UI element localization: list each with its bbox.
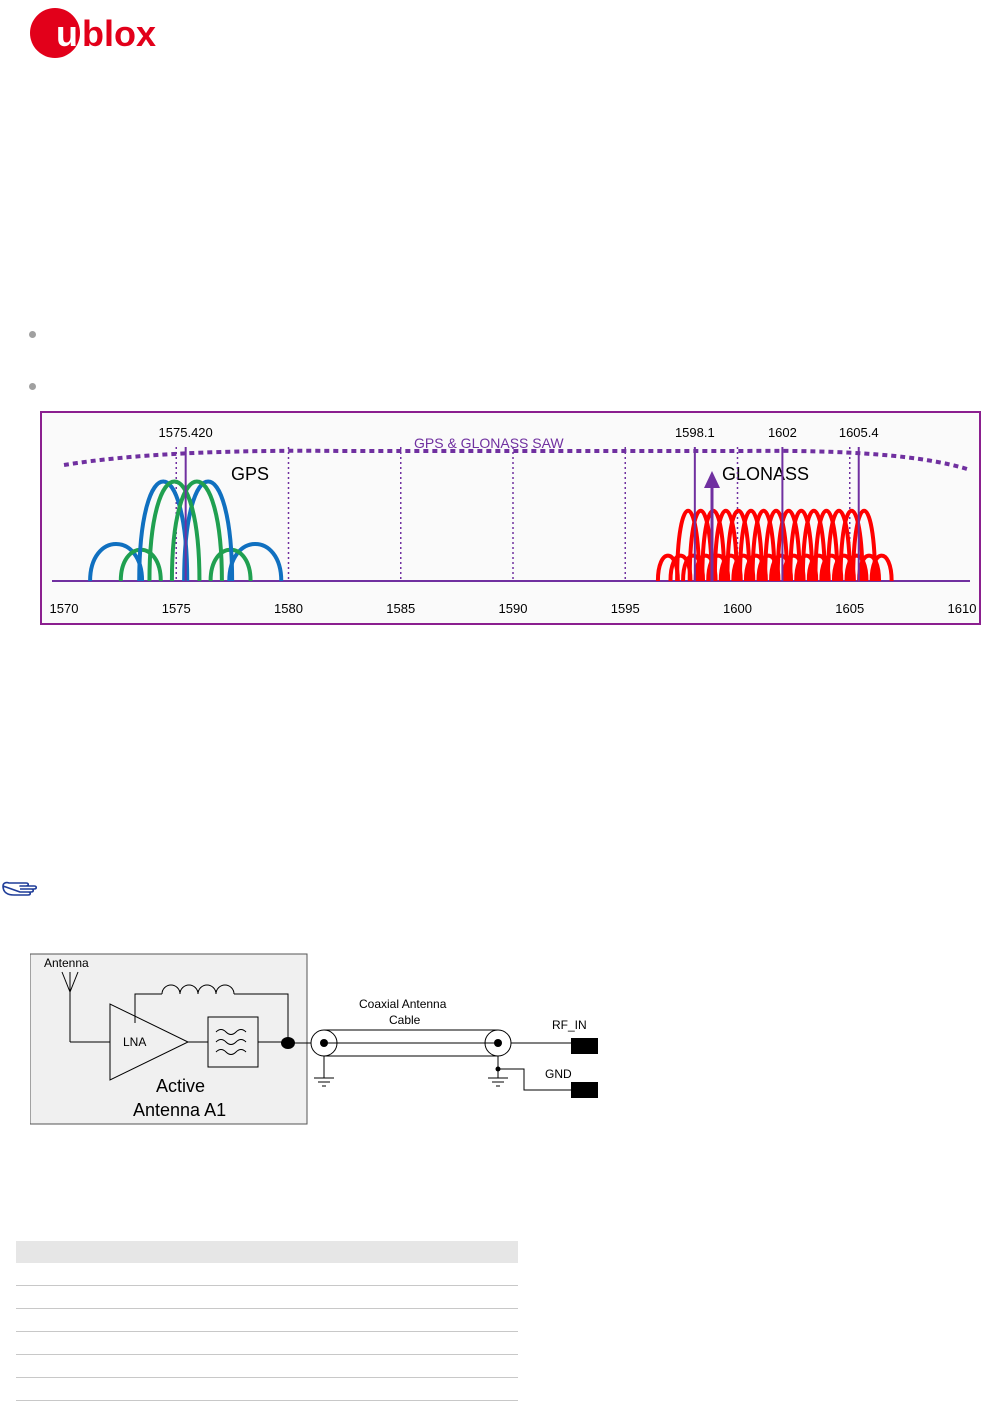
spectrum-lobe xyxy=(813,509,840,582)
active-label: Active xyxy=(156,1076,205,1096)
spectrum-lobe xyxy=(775,509,802,582)
logo-wordmark: blox xyxy=(82,13,156,54)
rf-in-label: RF_IN xyxy=(552,1018,587,1032)
antenna-arm-left xyxy=(61,971,71,993)
filter-wave-icon xyxy=(215,1029,247,1055)
data-table xyxy=(16,1241,518,1401)
x-tick-label: 1590 xyxy=(499,601,528,616)
spectrum-lobe xyxy=(750,509,777,582)
ublox-logo: u blox xyxy=(28,6,188,62)
frequency-marker-label: 1575.420 xyxy=(159,425,213,440)
spectrum-lobe xyxy=(147,479,202,582)
frequency-marker-label: 1602 xyxy=(768,425,797,440)
bullet-point xyxy=(29,383,36,390)
spectrum-lobe xyxy=(182,479,235,582)
x-tick-label: 1610 xyxy=(948,601,977,616)
connector-dot xyxy=(281,1037,295,1049)
antenna-arm-right xyxy=(69,971,79,993)
spectrum-lobe xyxy=(675,509,702,582)
table-row xyxy=(16,1263,518,1286)
table-row xyxy=(16,1355,518,1378)
x-tick-label: 1570 xyxy=(50,601,79,616)
glonass-label: GLONASS xyxy=(722,464,809,484)
gnd-pin xyxy=(571,1082,598,1098)
gnd-label: GND xyxy=(545,1067,572,1081)
logo-u-letter: u xyxy=(56,13,78,54)
spectrum-lobe xyxy=(712,509,739,582)
saw-label: GPS & GLONASS SAW xyxy=(414,435,564,451)
table-row xyxy=(16,1378,518,1401)
x-tick-label: 1575 xyxy=(162,601,191,616)
spectrum-lobe xyxy=(788,509,815,582)
x-tick-label: 1600 xyxy=(723,601,752,616)
table-header xyxy=(16,1241,518,1263)
pointing-hand-icon xyxy=(0,876,40,900)
spectrum-lobe xyxy=(725,509,752,582)
x-tick-label: 1605 xyxy=(835,601,864,616)
saw-curve xyxy=(63,448,968,471)
spectrum-lobe xyxy=(869,553,894,582)
cable-label-1: Coaxial Antenna xyxy=(359,997,447,1011)
rf-in-pin xyxy=(571,1038,598,1054)
spectrum-lobe xyxy=(169,479,224,582)
spectrum-chart: GPS & GLONASS SAW GPS GLONASS 1570 1575 15… xyxy=(40,411,981,625)
gps-label: GPS xyxy=(231,464,269,484)
spectrum-lobe xyxy=(851,509,878,582)
spectrum-lobe xyxy=(825,509,852,582)
lna-amplifier xyxy=(109,1003,190,1081)
table-row xyxy=(16,1286,518,1309)
antenna-a1-label: Antenna A1 xyxy=(133,1100,226,1120)
spectrum-lobe xyxy=(763,509,790,582)
inductor-coil xyxy=(161,984,235,995)
logo-circle xyxy=(30,8,80,58)
spectrum-svg: GPS & GLONASS SAW GPS GLONASS 1570 1575 15… xyxy=(50,425,977,616)
frequency-marker-label: 1605.4 xyxy=(839,425,879,440)
x-tick-label: 1595 xyxy=(611,601,640,616)
lna-label: LNA xyxy=(123,1035,146,1049)
spectrum-lobe xyxy=(737,509,764,582)
x-tick-label: 1580 xyxy=(274,601,303,616)
active-antenna-diagram: Antenna LNA Active Antenna A1 Coaxial An… xyxy=(29,952,610,1130)
bullet-point xyxy=(29,331,36,338)
spectrum-lobe xyxy=(844,553,869,582)
bandpass-filter xyxy=(207,1016,259,1068)
spectrum-lobe xyxy=(800,509,827,582)
antenna-label: Antenna xyxy=(44,956,89,970)
glonass-arrow-head xyxy=(704,471,720,488)
table-row xyxy=(16,1309,518,1332)
table-row xyxy=(16,1332,518,1355)
spectrum-lobe xyxy=(137,479,190,582)
x-tick-label: 1585 xyxy=(386,601,415,616)
frequency-marker-label: 1598.1 xyxy=(675,425,715,440)
spectrum-lobe xyxy=(838,509,865,582)
cable-label-2: Cable xyxy=(389,1013,421,1027)
